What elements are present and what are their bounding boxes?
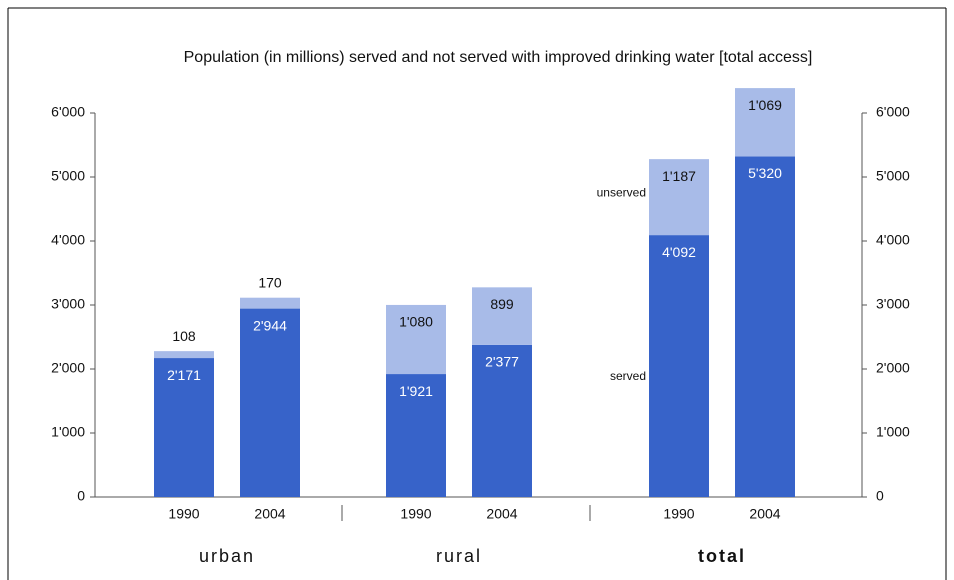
group-label: urban xyxy=(199,546,255,566)
bar-segment xyxy=(472,287,532,345)
y-tick-label: 3'000 xyxy=(51,296,85,312)
value-label: 2'171 xyxy=(167,367,201,383)
x-tick-label: 2004 xyxy=(486,506,517,522)
y2-tick-label: 0 xyxy=(876,488,884,504)
bar-segment xyxy=(649,159,709,236)
y-tick-label: 4'000 xyxy=(51,232,85,248)
series-label: served xyxy=(610,369,646,383)
y2-tick-label: 1'000 xyxy=(876,424,910,440)
y2-tick-label: 5'000 xyxy=(876,168,910,184)
group-label: rural xyxy=(436,546,482,566)
bar-segment xyxy=(735,88,795,157)
value-label: 1'069 xyxy=(748,97,782,113)
bar-segment xyxy=(649,235,709,497)
value-label: 5'320 xyxy=(748,165,782,181)
y-tick-label: 5'000 xyxy=(51,168,85,184)
bar-segment xyxy=(240,297,300,309)
y2-tick-label: 3'000 xyxy=(876,296,910,312)
y2-tick-label: 2'000 xyxy=(876,360,910,376)
y-tick-label: 1'000 xyxy=(51,424,85,440)
x-tick-label: 1990 xyxy=(663,506,694,522)
value-label: 2'944 xyxy=(253,317,287,333)
value-label: 1'921 xyxy=(399,383,433,399)
chart-title: Population (in millions) served and not … xyxy=(184,49,813,66)
bar-segment xyxy=(386,374,446,497)
value-label: 1'080 xyxy=(399,314,433,330)
value-label: 108 xyxy=(172,328,196,344)
value-label: 4'092 xyxy=(662,244,696,260)
value-label: 899 xyxy=(490,296,514,312)
x-tick-label: 1990 xyxy=(400,506,431,522)
bar-segment xyxy=(386,304,446,375)
x-tick-label: 1990 xyxy=(168,506,199,522)
y-tick-label: 2'000 xyxy=(51,360,85,376)
bar-segment xyxy=(154,351,214,359)
y-tick-label: 0 xyxy=(77,488,85,504)
value-label: 2'377 xyxy=(485,354,519,370)
bar-segment xyxy=(735,156,795,497)
value-label: 170 xyxy=(258,274,282,290)
series-label: unserved xyxy=(597,185,646,199)
bar-segment xyxy=(472,344,532,497)
value-label: 1'187 xyxy=(662,168,696,184)
y-tick-label: 6'000 xyxy=(51,104,85,120)
bar-segment xyxy=(240,308,300,497)
y2-tick-label: 6'000 xyxy=(876,104,910,120)
x-tick-label: 2004 xyxy=(749,506,780,522)
x-tick-label: 2004 xyxy=(254,506,285,522)
y2-tick-label: 4'000 xyxy=(876,232,910,248)
group-label: total xyxy=(698,546,746,566)
bar-segment xyxy=(154,358,214,497)
